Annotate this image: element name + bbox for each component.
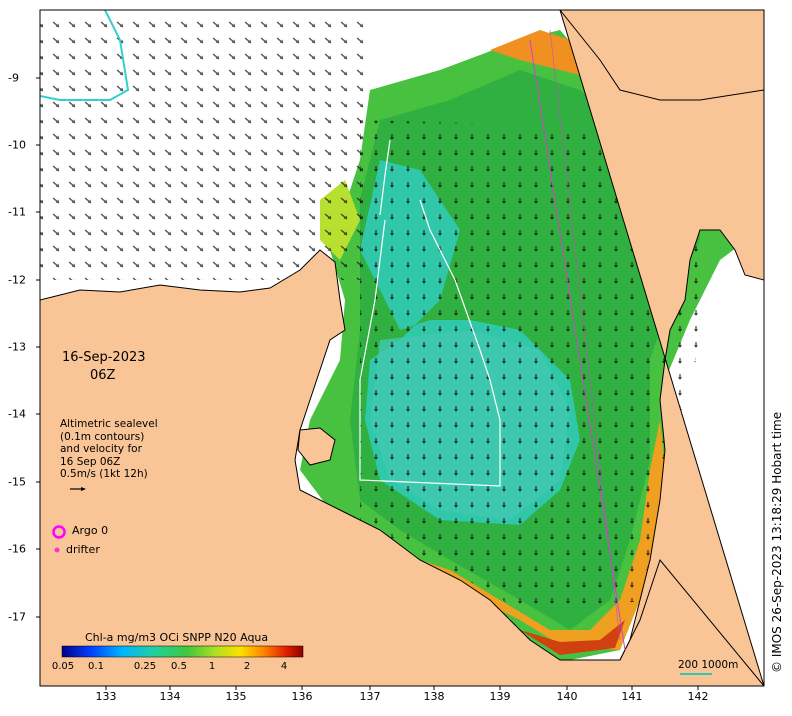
colorbar-tick: 0.1 [88,661,104,672]
colorbar-tick: 0.5 [171,661,187,672]
lon-tick: 138 [423,690,445,703]
chl-north-orange [490,30,600,80]
date-line: 16-Sep-2023 [62,350,146,365]
lat-tick: -16 [8,542,26,556]
lon-tick: 135 [225,690,247,703]
contour-cyan-topleft [40,10,130,101]
satellite-track-2 [549,29,621,641]
chl-coastal-band [420,420,665,650]
colorbar-tick: 0.25 [133,661,157,672]
colorbar-tick: 4 [280,661,288,672]
lat-tick: -17 [8,610,26,624]
velocity-arrows-north [40,20,370,280]
sealevel-legend: Altimetric sealevel (0.1m contours) and … [60,418,158,481]
depth-scale-label: 200 1000m [678,659,739,671]
lon-tick: 142 [687,690,709,703]
drifter-marker-icon [54,547,60,553]
colorbar [61,645,304,658]
map-frame [39,9,765,687]
colorbar-tick: 1 [208,661,216,672]
argo-marker-icon [52,525,66,539]
legend-line: 0.5m/s (1kt 12h) [60,468,148,480]
argo-label: Argo 0 [72,524,109,537]
sealevel-contour [359,139,501,487]
land-groote [297,427,336,466]
lat-tick: -13 [8,340,26,354]
lon-tick: 140 [556,690,578,703]
lat-tick: -15 [8,475,26,489]
lon-tick: 141 [621,690,643,703]
land-cape-york [559,10,764,686]
lat-tick: -12 [8,273,26,287]
legend-line: Altimetric sealevel [60,418,158,430]
lon-tick: 139 [489,690,511,703]
chl-coastal-red [520,620,625,655]
land-top-strip [420,10,764,101]
legend-line: (0.1m contours) [60,430,145,443]
lat-tick: -10 [8,138,26,152]
colorbar-tick: 0.05 [51,661,75,672]
time-line: 06Z [90,368,116,383]
lon-tick: 136 [291,690,313,703]
lat-tick: -11 [8,205,26,219]
imos-credit: © IMOS 26-Sep-2023 13:18:29 Hobart time [770,411,784,673]
drifter-label: drifter [66,543,100,556]
colorbar-tick: 2 [243,661,251,672]
map-date: 16-Sep-2023 06Z [62,349,146,385]
lon-tick: 133 [95,690,117,703]
lat-tick: -14 [8,407,26,421]
lon-tick: 134 [159,690,181,703]
legend-line: 16 Sep 06Z [60,455,121,468]
colorbar-title: Chl-a mg/m3 OCi SNPP N20 Aqua [85,631,269,644]
lat-tick: -9 [8,71,19,85]
land-arnhem [40,249,764,686]
legend-line: and velocity for [60,443,142,455]
lon-tick: 137 [359,690,381,703]
